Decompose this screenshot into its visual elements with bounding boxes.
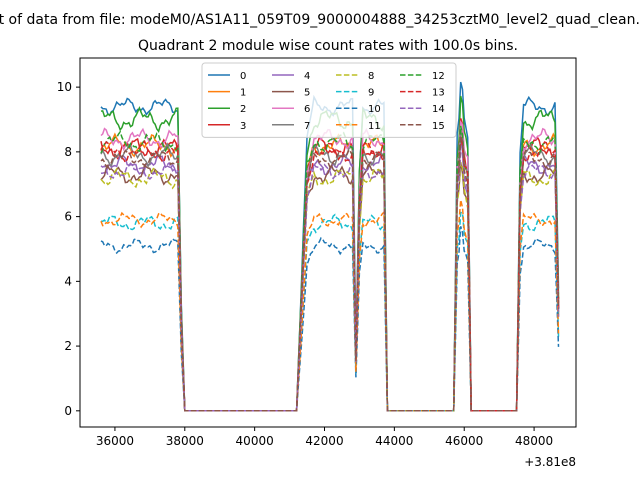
legend-label: 3 — [240, 121, 246, 132]
plot-frame — [79, 57, 577, 428]
y-tick-label: 6 — [64, 210, 72, 224]
x-tick-label: 48000 — [515, 434, 553, 448]
legend-label: 14 — [432, 104, 445, 115]
x-tick-label: 38000 — [166, 434, 204, 448]
y-tick-label: 8 — [64, 145, 72, 159]
figure-suptitle: Plot of data from file: modeM0/AS1A11_05… — [0, 12, 640, 28]
x-tick-label: 44000 — [375, 434, 413, 448]
series-line-15 — [100, 135, 560, 412]
axis-ticks: 36000 38000 40000 42000 44000 46000 48000 0 2 4 6 8… — [57, 80, 553, 448]
legend-label: 13 — [432, 88, 445, 99]
y-tick-label: 4 — [64, 274, 72, 288]
legend-label: 10 — [368, 104, 381, 115]
series-line-9 — [101, 211, 560, 412]
legend-box — [201, 62, 457, 138]
legend-label: 1 — [240, 88, 246, 99]
legend-label: 9 — [368, 88, 374, 99]
legend-label: 0 — [240, 71, 246, 82]
legend-label: 4 — [304, 71, 310, 82]
x-tick-label: 40000 — [236, 434, 274, 448]
chart-title: Quadrant 2 module wise count rates with … — [138, 38, 518, 54]
legend-label: 11 — [368, 121, 381, 132]
x-tick-label: 36000 — [96, 434, 134, 448]
y-tick-label: 0 — [64, 404, 72, 418]
y-tick-label: 10 — [57, 80, 72, 94]
x-axis-offset-label: +3.81e8 — [524, 455, 576, 469]
legend-label: 5 — [304, 88, 310, 99]
series-lines — [100, 81, 560, 412]
legend-label: 12 — [432, 71, 445, 82]
legend-label: 2 — [240, 104, 246, 115]
legend-label: 8 — [368, 71, 374, 82]
legend-label: 6 — [304, 104, 310, 115]
legend-label: 15 — [432, 121, 445, 132]
legend-label: 7 — [304, 121, 310, 132]
y-tick-label: 2 — [64, 339, 72, 353]
x-tick-label: 46000 — [445, 434, 483, 448]
x-tick-label: 42000 — [305, 434, 343, 448]
